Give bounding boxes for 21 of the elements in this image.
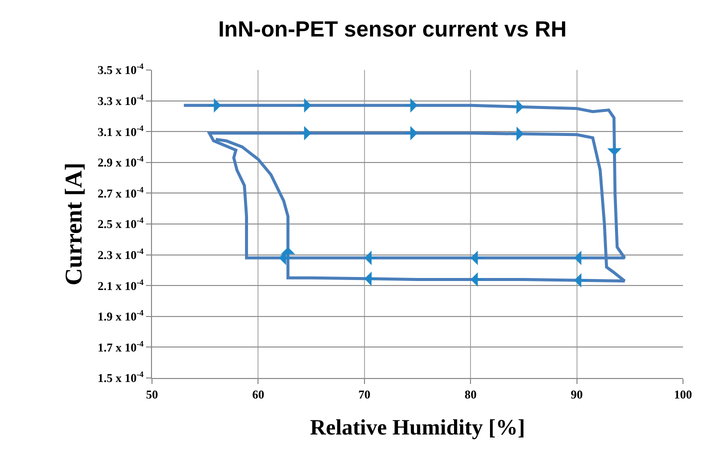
y-tick-label: 3.5 x 10$^{-4}$ <box>98 62 144 78</box>
x-tick-label: 50 <box>146 387 158 402</box>
y-axis-title: Current [A] <box>62 162 88 286</box>
y-tick-label: 2.5 x 10$^{-4}$ <box>98 216 144 232</box>
x-tick-label: 100 <box>674 387 692 402</box>
x-tick-label: 90 <box>570 387 583 402</box>
x-tick-label: 70 <box>358 387 370 402</box>
y-tick-label: 2.1 x 10$^{-4}$ <box>98 278 144 293</box>
x-axis-title: Relative Humidity [%] <box>310 414 526 440</box>
y-tick-label: 2.7 x 10$^{-4}$ <box>98 185 144 200</box>
x-tick-label: 60 <box>252 387 264 402</box>
y-tick-label: 1.7 x 10$^{-4}$ <box>98 339 144 354</box>
line-series <box>182 104 626 282</box>
y-tick-label: 3.1 x 10$^{-4}$ <box>98 124 144 139</box>
y-tick-label: 2.9 x 10$^{-4}$ <box>98 154 144 170</box>
x-tick-label: 80 <box>464 387 477 402</box>
y-tick-label: 2.3 x 10$^{-4}$ <box>98 246 144 262</box>
y-tick-label: 3.3 x 10$^{-4}$ <box>98 92 144 108</box>
chart-title: InN-on-PET sensor current vs RH <box>218 16 567 42</box>
y-tick-label: 1.9 x 10$^{-4}$ <box>98 308 144 324</box>
y-tick-label: 1.5 x 10$^{-4}$ <box>98 370 144 386</box>
